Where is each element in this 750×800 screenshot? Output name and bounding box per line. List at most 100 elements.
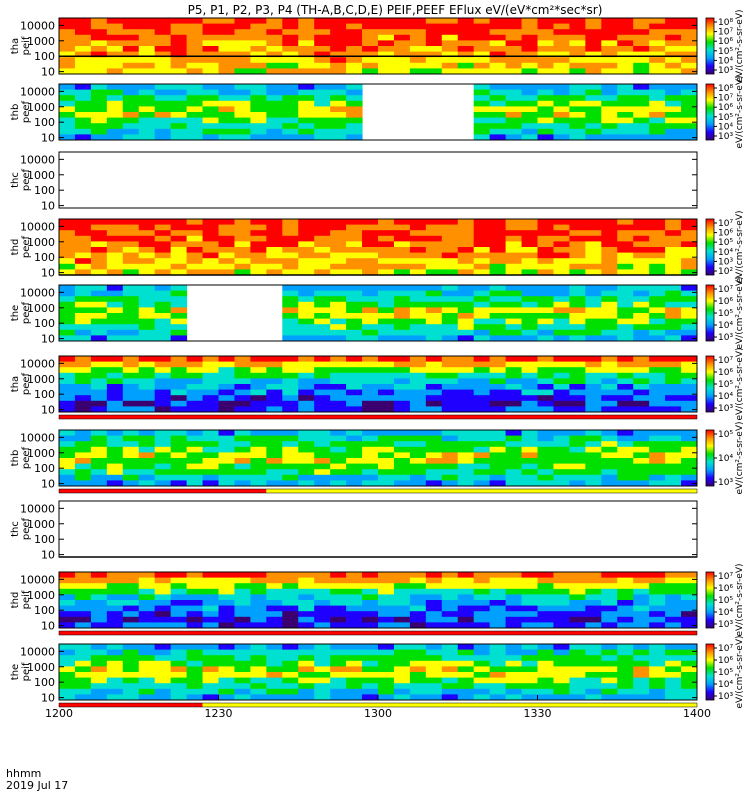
heatmap-cell bbox=[585, 672, 602, 679]
heatmap-cell bbox=[617, 57, 634, 64]
heatmap-cell bbox=[106, 378, 124, 385]
heatmap-cell bbox=[425, 324, 443, 331]
heatmap-cell bbox=[425, 361, 443, 368]
heatmap-cell bbox=[489, 406, 507, 413]
heatmap-cell bbox=[122, 435, 140, 442]
heatmap-cell bbox=[330, 285, 347, 292]
heatmap-cell bbox=[585, 290, 602, 297]
heatmap-cell bbox=[330, 329, 347, 336]
heatmap-cell bbox=[282, 367, 299, 374]
heatmap-cell bbox=[346, 329, 363, 336]
heatmap-cell bbox=[569, 588, 586, 595]
y-tick-label: 10 bbox=[41, 620, 55, 633]
heatmap-cell bbox=[473, 372, 491, 379]
colorbar-tick-label: 10⁶ bbox=[718, 103, 733, 113]
heatmap-cell bbox=[378, 644, 395, 651]
heatmap-cell bbox=[601, 474, 618, 481]
heatmap-cell bbox=[409, 446, 427, 453]
heatmap-cell bbox=[122, 23, 140, 30]
heatmap-cell bbox=[537, 389, 554, 396]
heatmap-cell bbox=[90, 329, 108, 336]
heatmap-cell bbox=[441, 588, 459, 595]
heatmap-cell bbox=[330, 95, 347, 102]
heatmap-cell bbox=[346, 84, 363, 91]
heatmap-cell bbox=[409, 230, 427, 237]
heatmap-cell bbox=[553, 677, 570, 684]
heatmap-cell bbox=[90, 588, 108, 595]
heatmap-cell bbox=[90, 372, 108, 379]
heatmap-cell bbox=[186, 583, 204, 590]
heatmap-cell bbox=[665, 572, 682, 579]
heatmap-cell bbox=[170, 446, 188, 453]
heatmap-cell bbox=[489, 441, 507, 448]
heatmap-cell bbox=[521, 84, 538, 91]
heatmap-cell bbox=[569, 68, 586, 75]
heatmap-cell bbox=[537, 290, 554, 297]
heatmap-cell bbox=[154, 89, 172, 96]
heatmap-cell bbox=[74, 329, 92, 336]
heatmap-cell bbox=[553, 285, 570, 292]
heatmap-cell bbox=[346, 672, 363, 679]
heatmap-cell bbox=[393, 616, 411, 623]
heatmap-cell bbox=[138, 356, 156, 363]
heatmap-cell bbox=[665, 463, 682, 470]
heatmap-cell bbox=[569, 458, 586, 465]
heatmap-cell bbox=[186, 672, 204, 679]
heatmap-cell bbox=[154, 356, 172, 363]
heatmap-cell bbox=[569, 235, 586, 242]
heatmap-cell bbox=[346, 46, 363, 53]
heatmap-cell bbox=[346, 446, 363, 453]
heatmap-cell bbox=[74, 128, 92, 135]
heatmap-cell bbox=[218, 594, 235, 601]
heatmap-cell bbox=[649, 290, 666, 297]
heatmap-cell bbox=[457, 660, 475, 667]
heatmap-cell bbox=[298, 655, 315, 662]
heatmap-cell bbox=[665, 594, 682, 601]
heatmap-cell bbox=[266, 100, 283, 107]
heatmap-cell bbox=[250, 389, 267, 396]
heatmap-cell bbox=[298, 95, 315, 102]
heatmap-cell bbox=[649, 666, 666, 673]
heatmap-cell bbox=[74, 611, 92, 618]
heatmap-cell bbox=[202, 458, 219, 465]
heatmap-cell bbox=[170, 600, 188, 607]
heatmap-cell bbox=[378, 219, 395, 226]
heatmap-cell bbox=[393, 588, 411, 595]
heatmap-cell bbox=[569, 583, 586, 590]
heatmap-cell bbox=[330, 335, 347, 342]
heatmap-cell bbox=[330, 583, 347, 590]
heatmap-cell bbox=[378, 313, 395, 320]
heatmap-cell bbox=[378, 307, 395, 314]
heatmap-cell bbox=[250, 622, 267, 629]
heatmap-cell bbox=[250, 356, 267, 363]
heatmap-cell bbox=[378, 688, 395, 695]
heatmap-cell bbox=[521, 23, 538, 30]
heatmap-cell bbox=[617, 452, 634, 459]
heatmap-cell bbox=[154, 117, 172, 124]
colorbar-tick-label: 10⁵ bbox=[718, 309, 733, 319]
heatmap-cell bbox=[362, 384, 379, 391]
heatmap-cell bbox=[266, 68, 283, 75]
heatmap-cell bbox=[537, 263, 554, 270]
colorbar-tick-label: 10⁶ bbox=[718, 368, 733, 378]
heatmap-cell bbox=[393, 463, 411, 470]
heatmap-cell bbox=[505, 23, 523, 30]
y-tick-label: 100 bbox=[34, 184, 55, 197]
heatmap-cell bbox=[122, 458, 140, 465]
heatmap-cell bbox=[314, 583, 331, 590]
heatmap-cell bbox=[74, 258, 92, 265]
heatmap-cell bbox=[393, 660, 411, 667]
heatmap-cell bbox=[649, 649, 666, 656]
heatmap-cell bbox=[330, 688, 347, 695]
heatmap-cell bbox=[665, 611, 682, 618]
heatmap-cell bbox=[409, 389, 427, 396]
heatmap-cell bbox=[553, 406, 570, 413]
heatmap-cell bbox=[521, 469, 538, 476]
heatmap-cell bbox=[585, 18, 602, 25]
heatmap-cell bbox=[234, 372, 251, 379]
heatmap-cell bbox=[681, 23, 698, 30]
heatmap-cell bbox=[441, 46, 459, 53]
heatmap-cell bbox=[90, 62, 108, 69]
